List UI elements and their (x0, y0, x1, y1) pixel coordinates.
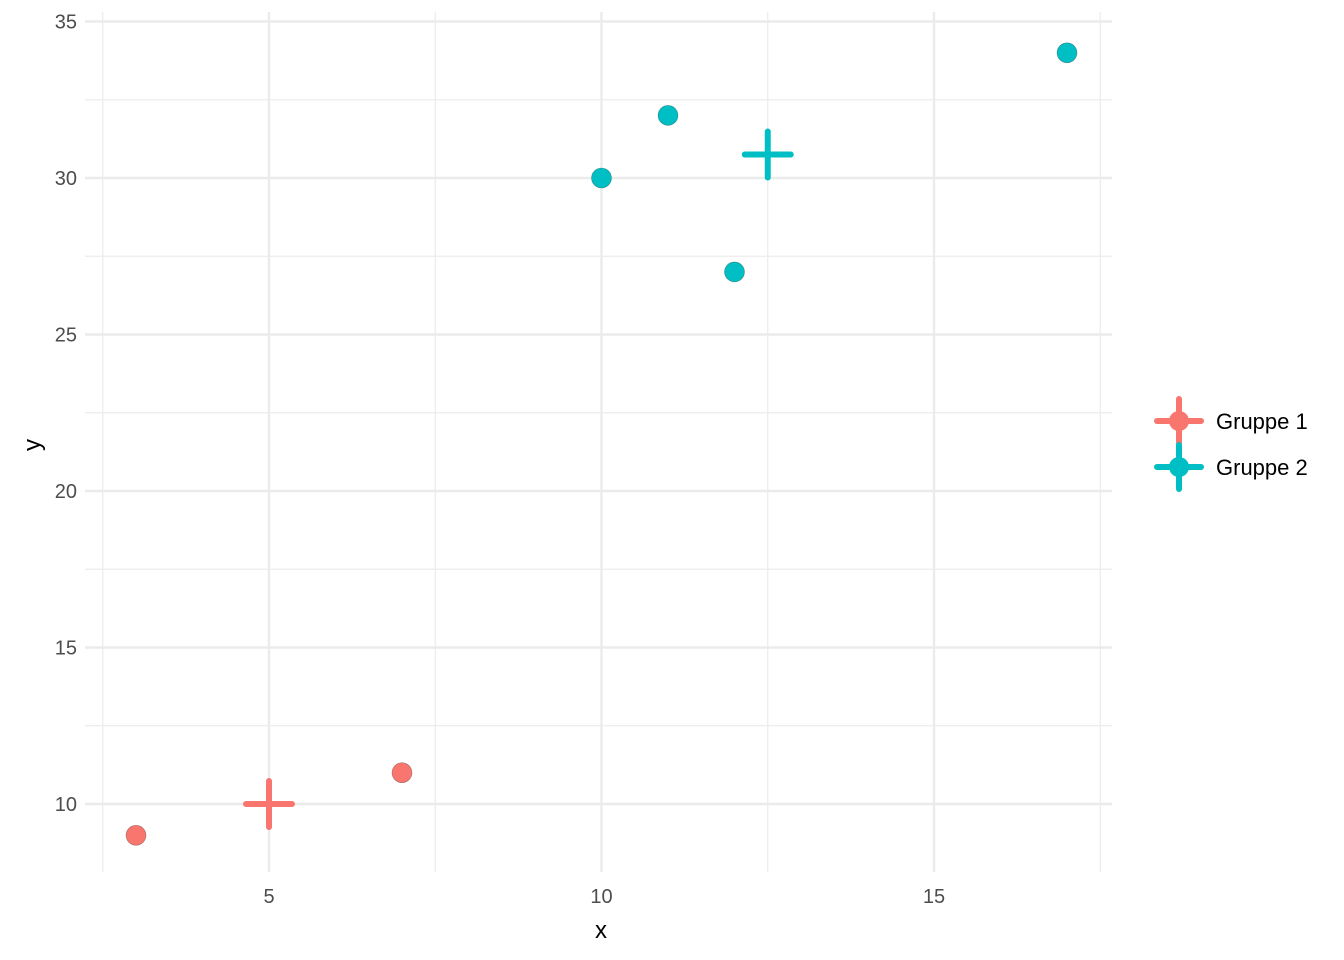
x-tick-label: 10 (590, 886, 612, 908)
data-point (391, 762, 413, 784)
y-axis-tick-labels: 10 15 20 25 30 35 (55, 12, 77, 817)
legend-key (1154, 396, 1204, 446)
y-tick-label: 25 (55, 325, 77, 347)
centroid-marker (741, 128, 794, 181)
x-tick-label: 5 (263, 886, 274, 908)
y-axis-title: y (19, 439, 46, 451)
data-point (125, 824, 147, 846)
legend: Gruppe 1 Gruppe 2 (1154, 396, 1308, 492)
y-tick-label: 35 (55, 12, 77, 34)
y-tick-label: 30 (55, 168, 77, 190)
y-tick-label: 10 (55, 794, 77, 816)
x-axis-tick-labels: 5 10 15 (263, 886, 945, 908)
centroid-markers (243, 128, 794, 830)
y-tick-label: 15 (55, 638, 77, 660)
data-point (724, 261, 745, 283)
data-point (1056, 42, 1078, 64)
legend-item: Gruppe 1 (1154, 396, 1308, 446)
x-axis-title: x (595, 917, 607, 944)
legend-key (1154, 442, 1204, 492)
legend-label: Gruppe 2 (1216, 455, 1308, 480)
data-points (125, 42, 1078, 846)
data-point (591, 167, 612, 189)
y-tick-label: 20 (55, 481, 77, 503)
x-tick-label: 15 (923, 886, 945, 908)
legend-item: Gruppe 2 (1154, 442, 1308, 492)
data-point (657, 105, 679, 126)
minor-gridlines (85, 12, 1112, 872)
legend-label: Gruppe 1 (1216, 409, 1308, 434)
centroid-marker (243, 778, 295, 830)
major-gridlines (85, 12, 1112, 872)
